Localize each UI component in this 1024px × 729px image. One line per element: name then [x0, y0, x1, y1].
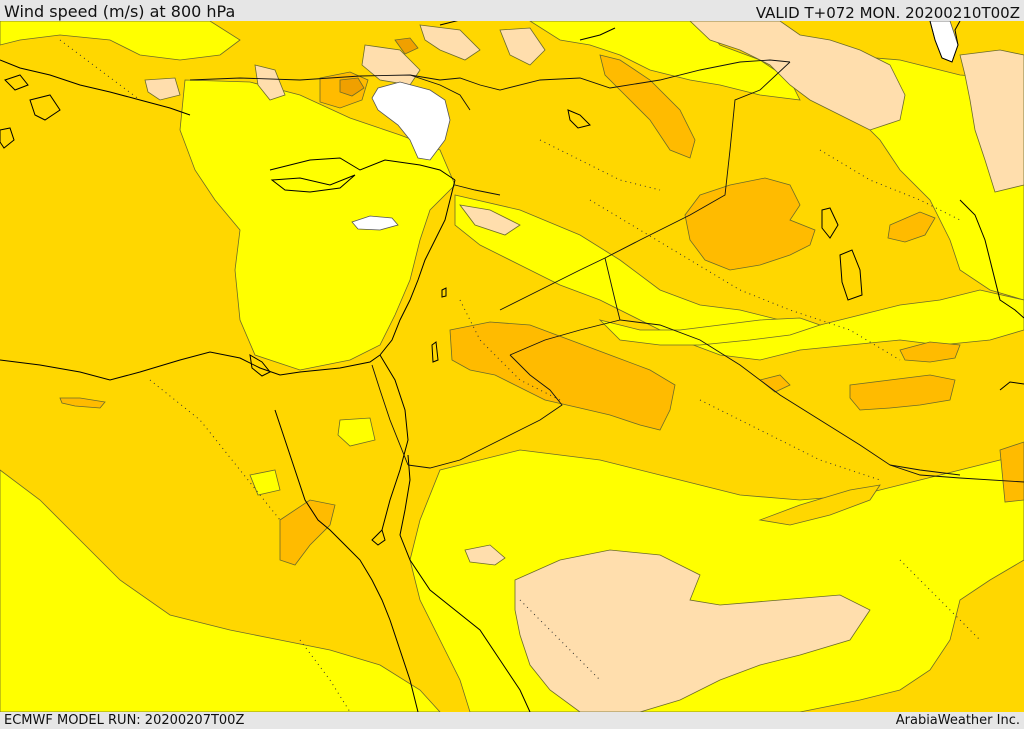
political-borders	[189, 59, 1024, 483]
map-header: Wind speed (m/s) at 800 hPa VALID T+072 …	[0, 0, 1024, 22]
map-footer: ECMWF MODEL RUN: 20200207T00Z ArabiaWeat…	[0, 712, 1024, 729]
map-title: Wind speed (m/s) at 800 hPa	[4, 2, 236, 21]
calm-wind-areas	[351, 21, 959, 231]
model-run-label: ECMWF MODEL RUN: 20200207T00Z	[4, 713, 245, 728]
valid-time: VALID T+072 MON. 20200210T00Z	[755, 4, 1020, 22]
very-strong-wind-areas	[339, 37, 419, 97]
credit-label: ArabiaWeather Inc.	[895, 713, 1020, 728]
light-wind-areas	[144, 21, 1024, 712]
weather-map[interactable]	[0, 21, 1024, 712]
wind-speed-map-svg	[0, 21, 1024, 712]
dotted-boundaries	[59, 39, 981, 712]
coastlines	[0, 21, 1024, 712]
